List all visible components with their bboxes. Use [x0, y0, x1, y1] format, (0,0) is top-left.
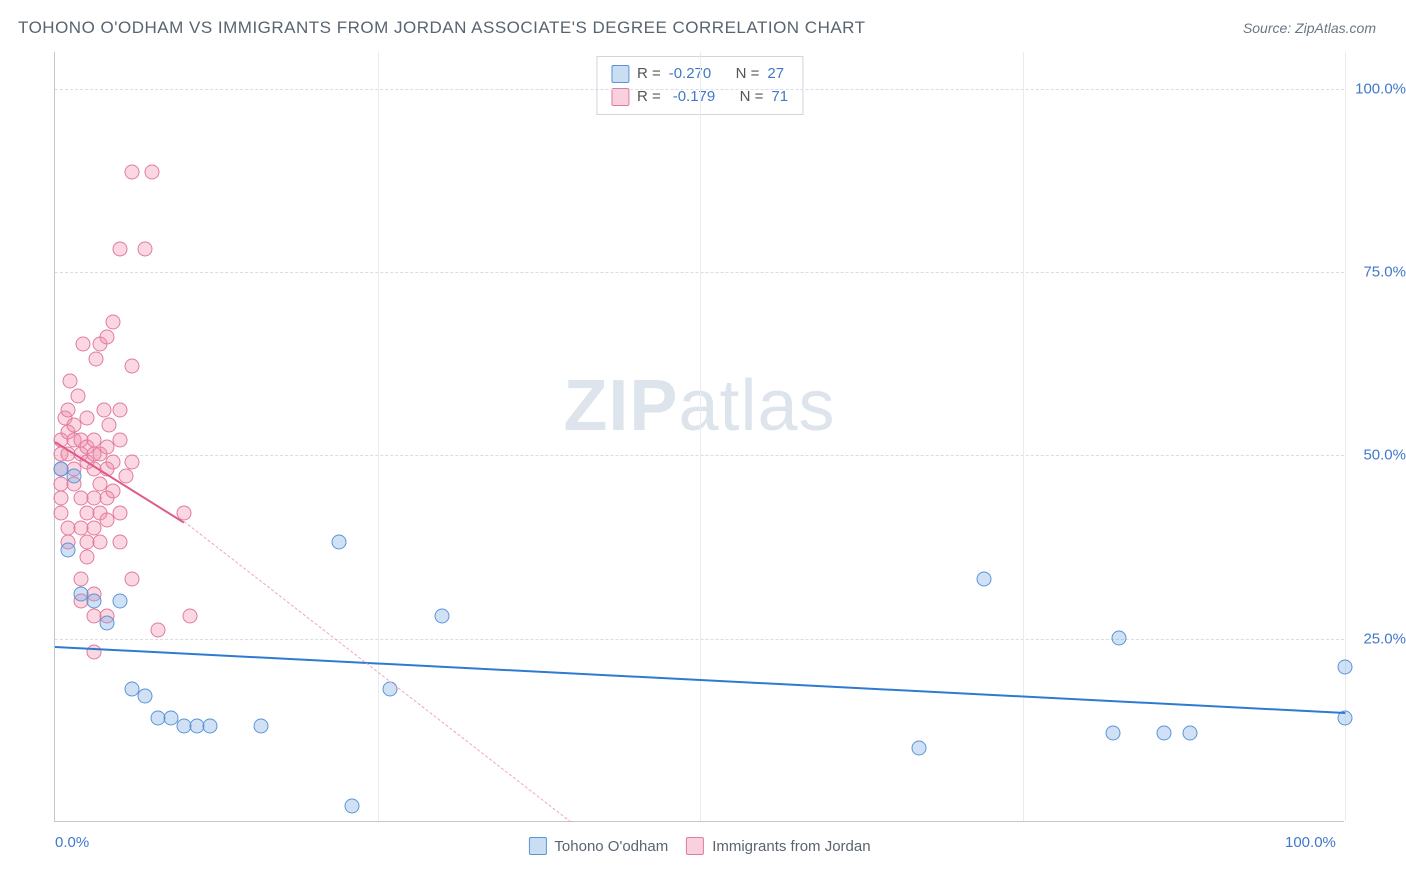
gridline-v — [700, 52, 701, 821]
data-point-pink — [151, 623, 166, 638]
ytick-label: 25.0% — [1363, 630, 1406, 647]
gridline-v — [1345, 52, 1346, 821]
data-point-pink — [99, 330, 114, 345]
data-point-pink — [93, 535, 108, 550]
data-point-blue — [138, 689, 153, 704]
data-point-pink — [54, 491, 69, 506]
data-point-pink — [125, 165, 140, 180]
ytick-label: 50.0% — [1363, 447, 1406, 464]
data-point-pink — [112, 535, 127, 550]
swatch-pink-icon — [611, 88, 629, 106]
data-point-blue — [112, 594, 127, 609]
data-point-blue — [912, 740, 927, 755]
data-point-pink — [80, 410, 95, 425]
data-point-blue — [202, 718, 217, 733]
plot-area: ZIPatlas R = -0.270 N = 27 R = -0.179 N … — [54, 52, 1344, 822]
data-point-pink — [106, 454, 121, 469]
data-point-pink — [71, 388, 86, 403]
data-point-blue — [331, 535, 346, 550]
data-point-blue — [60, 542, 75, 557]
data-point-pink — [63, 374, 78, 389]
data-point-pink — [102, 418, 117, 433]
data-point-pink — [97, 403, 112, 418]
data-point-blue — [1105, 726, 1120, 741]
data-point-pink — [138, 242, 153, 257]
data-point-pink — [60, 403, 75, 418]
data-point-blue — [254, 718, 269, 733]
data-point-pink — [112, 506, 127, 521]
data-point-blue — [383, 682, 398, 697]
data-point-pink — [80, 550, 95, 565]
gridline-v — [1023, 52, 1024, 821]
data-point-blue — [976, 572, 991, 587]
swatch-blue-icon — [528, 837, 546, 855]
chart-title: TOHONO O'ODHAM VS IMMIGRANTS FROM JORDAN… — [18, 18, 866, 38]
data-point-pink — [144, 165, 159, 180]
ytick-label: 75.0% — [1363, 264, 1406, 281]
data-point-pink — [89, 352, 104, 367]
gridline-v — [378, 52, 379, 821]
data-point-blue — [99, 616, 114, 631]
xtick-label: 100.0% — [1285, 834, 1336, 851]
data-point-blue — [67, 469, 82, 484]
legend-item-blue: Tohono O'odham — [528, 837, 668, 855]
data-point-blue — [1338, 660, 1353, 675]
data-point-pink — [106, 484, 121, 499]
data-point-pink — [183, 608, 198, 623]
data-point-blue — [1183, 726, 1198, 741]
data-point-pink — [54, 506, 69, 521]
data-point-blue — [1157, 726, 1172, 741]
data-point-blue — [1112, 630, 1127, 645]
data-point-blue — [86, 594, 101, 609]
data-point-pink — [112, 432, 127, 447]
data-point-pink — [73, 572, 88, 587]
data-point-pink — [125, 572, 140, 587]
chart-container: Associate's Degree ZIPatlas R = -0.270 N… — [18, 52, 1388, 882]
xtick-label: 0.0% — [55, 834, 89, 851]
series-legend: Tohono O'odham Immigrants from Jordan — [528, 837, 870, 855]
data-point-pink — [112, 403, 127, 418]
data-point-pink — [76, 337, 91, 352]
ytick-label: 100.0% — [1355, 80, 1406, 97]
swatch-pink-icon — [686, 837, 704, 855]
data-point-pink — [112, 242, 127, 257]
data-point-pink — [125, 359, 140, 374]
legend-item-pink: Immigrants from Jordan — [686, 837, 870, 855]
swatch-blue-icon — [611, 65, 629, 83]
data-point-blue — [435, 608, 450, 623]
data-point-pink — [125, 454, 140, 469]
data-point-pink — [106, 315, 121, 330]
source-label: Source: ZipAtlas.com — [1243, 20, 1376, 36]
data-point-blue — [344, 799, 359, 814]
